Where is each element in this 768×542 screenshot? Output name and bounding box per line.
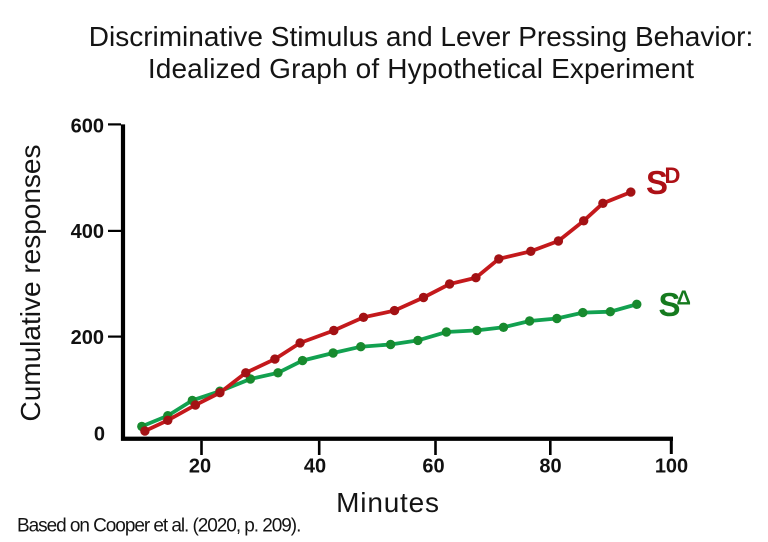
svg-text:40: 40 [304, 456, 326, 478]
svg-text:80: 80 [539, 456, 561, 478]
svg-text:100: 100 [655, 456, 688, 478]
svg-text:0: 0 [94, 423, 105, 445]
svg-text:S: S [659, 286, 681, 323]
svg-text:D: D [665, 163, 681, 188]
svg-text:Δ: Δ [677, 288, 691, 310]
svg-text:Minutes: Minutes [336, 487, 440, 518]
svg-text:200: 200 [71, 327, 104, 349]
svg-text:Cumulative responses: Cumulative responses [15, 144, 46, 421]
svg-text:20: 20 [189, 456, 211, 478]
svg-text:S: S [646, 164, 668, 201]
svg-text:Based on Cooper et al. (2020,: Based on Cooper et al. (2020, p. 209). [17, 516, 300, 537]
svg-text:400: 400 [71, 221, 104, 243]
svg-text:Discriminative Stimulus and Le: Discriminative Stimulus and Lever Pressi… [89, 21, 754, 52]
svg-text:Idealized Graph of Hypothetica: Idealized Graph of Hypothetical Experime… [148, 53, 694, 84]
svg-text:60: 60 [422, 456, 444, 478]
svg-text:600: 600 [71, 116, 104, 138]
